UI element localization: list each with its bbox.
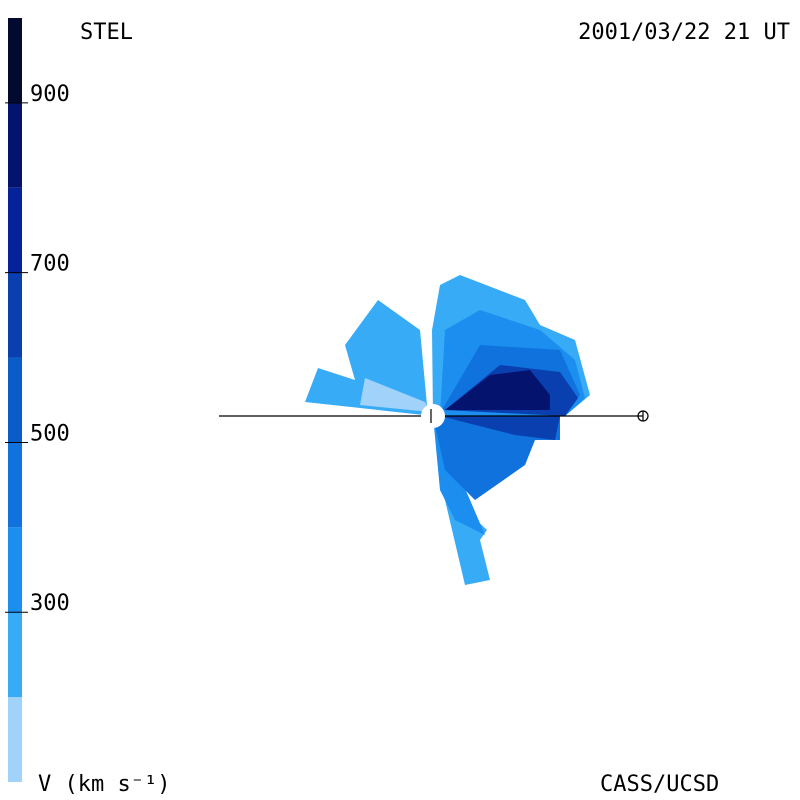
colorbar-band [8,272,22,358]
colorbar-band [8,18,22,103]
y-tick-label: 700 [30,252,70,277]
y-tick-label: 900 [30,82,70,107]
chart-title: STEL [80,20,133,45]
sun [421,404,445,428]
colorbar-band [8,527,22,613]
colorbar-label: V (km s⁻¹) [38,772,170,797]
velocity-map [219,275,649,585]
y-tick-label: 500 [30,421,70,446]
colorbar-band [8,442,22,528]
region [440,416,560,440]
colorbar-band [8,697,22,782]
region [433,416,560,500]
colorbar-band [8,357,22,443]
colorbar-band [8,612,22,698]
colorbar-band [8,102,22,188]
colorbar-band [8,187,22,273]
y-tick-label: 300 [30,591,70,616]
date-label: 2001/03/22 21 UT [578,20,790,45]
region [305,300,433,416]
region [360,378,430,412]
region [433,416,490,585]
region [445,370,550,410]
credit: CASS/UCSD [600,772,719,797]
